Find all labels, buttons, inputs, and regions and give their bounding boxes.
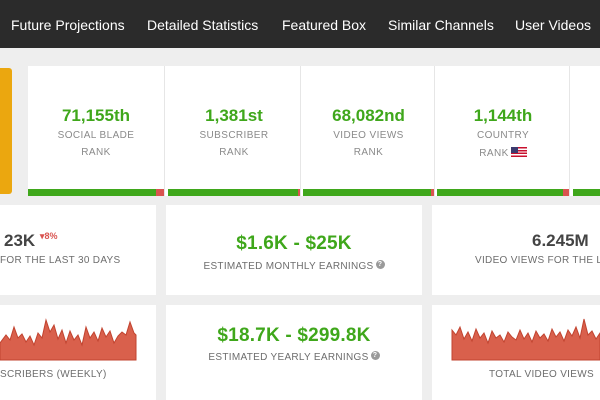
monthly-earnings-card: $1.6K - $25K ESTIMATED MONTHLY EARNINGS? [166,205,422,295]
monthly-earnings-label: ESTIMATED MONTHLY EARNINGS? [166,260,422,272]
rank-progress-bar [303,189,434,196]
help-icon[interactable]: ? [375,260,385,269]
rank-label: RANK [437,147,569,159]
rank-cell-partial [573,66,600,196]
yearly-earnings-label: ESTIMATED YEARLY EARNINGS? [166,351,422,363]
rank-progress-bar [168,189,300,196]
nav-future-projections[interactable]: Future Projections [11,17,125,33]
subscribers-weekly-chart-card: SCRIBERS (WEEKLY) [0,305,156,400]
rank-label: SUBSCRIBER [199,130,269,141]
rank-progress-bar [437,189,569,196]
rank-label: VIDEO VIEWS [333,130,404,141]
nav-user-videos[interactable]: User Videos [515,17,592,33]
rank-progress-bar [28,189,164,196]
video-views-card: 6.245M VIDEO VIEWS FOR THE LA [432,205,600,295]
grade-badge [0,68,12,194]
subscribers-last-30-days-card: 23K ▾8% FOR THE LAST 30 DAYS [0,205,156,295]
trend-indicator: ▾8% [39,231,58,241]
video-views-label: VIDEO VIEWS FOR THE LA [475,255,600,266]
yearly-label-text: ESTIMATED YEARLY EARNINGS [208,352,369,363]
rank-cell-video-views: 68,082nd VIDEO VIEWS RANK [303,66,435,196]
rank-strip: 71,155th SOCIAL BLADE RANK 1,381st SUBSC… [28,66,600,196]
us-flag-icon [510,147,527,157]
nav-featured-box[interactable]: Featured Box [282,17,367,33]
rank-cell-social-blade: 71,155th SOCIAL BLADE RANK [28,66,165,196]
nav-similar-channels[interactable]: Similar Channels [388,17,494,33]
subscribers-weekly-chart [0,318,137,361]
rank-value: 68,082nd [332,106,405,125]
rank-label: COUNTRY [476,130,530,141]
rank-cell-subscriber: 1,381st SUBSCRIBER RANK [168,66,301,196]
rank-value: 1,381st [205,106,263,125]
yearly-earnings-value: $18.7K - $299.8K [217,325,371,346]
video-views-chart [451,318,600,361]
total-video-views-chart-card: TOTAL VIDEO VIEWS [432,305,600,400]
trend-percent: 8% [44,231,58,241]
rank-value: 1,144th [473,106,533,125]
rank-label: RANK [353,147,384,158]
rank-label: SOCIAL BLADE [57,130,135,141]
video-views-value: 6.245M [532,231,589,250]
subs-value-text: 23K [4,231,36,250]
subscribers-gained-value: 23K ▾8% [4,231,57,251]
total-video-views-label: TOTAL VIDEO VIEWS [489,369,594,380]
rank-cell-country: 1,144th COUNTRY RANK [437,66,570,196]
rank-progress-bar [573,189,600,196]
top-nav: Future Projections Detailed Statistics F… [0,0,600,48]
nav-detailed-statistics[interactable]: Detailed Statistics [147,17,259,33]
monthly-earnings-value: $1.6K - $25K [236,233,352,254]
rank-value: 71,155th [61,106,131,125]
yearly-earnings-card: $18.7K - $299.8K ESTIMATED YEARLY EARNIN… [166,305,422,400]
rank-label: RANK [219,147,249,158]
rank-label-text: RANK [479,148,509,159]
rank-label: RANK [81,147,111,158]
help-icon[interactable]: ? [370,351,380,360]
subscribers-period-label: FOR THE LAST 30 DAYS [0,255,121,266]
monthly-label-text: ESTIMATED MONTHLY EARNINGS [203,261,374,272]
subscribers-weekly-label: SCRIBERS (WEEKLY) [0,369,107,380]
